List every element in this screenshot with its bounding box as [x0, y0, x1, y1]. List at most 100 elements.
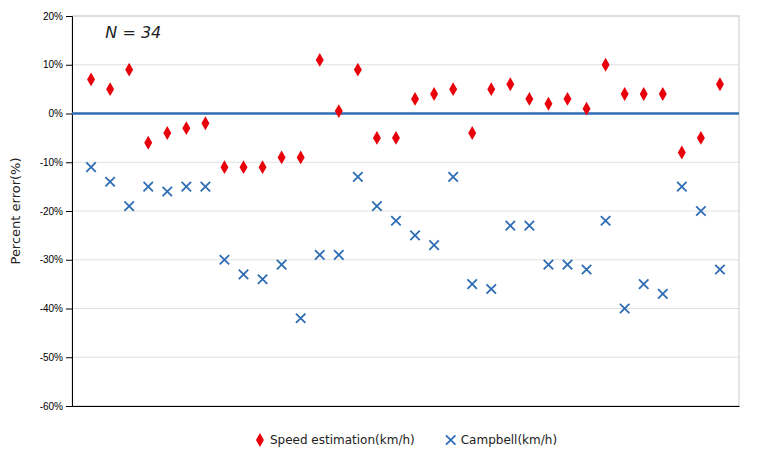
point: [487, 82, 495, 96]
point: [467, 279, 476, 288]
point: [468, 126, 476, 140]
grid-line: [72, 113, 739, 114]
point: [448, 172, 457, 181]
point: [640, 87, 648, 101]
point: [696, 206, 705, 215]
point: [87, 72, 95, 86]
tick-label: -60%: [40, 401, 63, 412]
point: [353, 172, 362, 181]
point: [601, 216, 610, 225]
grid: [72, 16, 739, 406]
point: [163, 126, 171, 140]
point: [86, 162, 95, 171]
point: [506, 221, 515, 230]
tick: 10%: [43, 59, 72, 70]
point: [602, 58, 610, 72]
point: [240, 160, 248, 174]
point: [220, 255, 229, 264]
series: [86, 162, 724, 323]
tick-label: 10%: [43, 59, 63, 70]
axis-domain: [66, 17, 73, 407]
point: [391, 216, 400, 225]
point: [430, 87, 438, 101]
axis-domain: [73, 406, 740, 407]
legend-label: Speed estimation(km/h): [270, 433, 415, 447]
tick-mark: [66, 260, 72, 261]
point: [201, 182, 210, 191]
legend-label: Campbell(km/h): [461, 433, 557, 447]
point: [315, 250, 324, 259]
point: [697, 131, 705, 145]
tick-label: -40%: [40, 303, 63, 314]
point: [334, 250, 343, 259]
point: [144, 136, 152, 150]
point: [316, 53, 324, 67]
point: [220, 160, 228, 174]
tick: -40%: [40, 303, 72, 314]
point: [621, 87, 629, 101]
point: [182, 121, 190, 135]
point: [411, 92, 419, 106]
point: [277, 260, 286, 269]
point: [658, 289, 667, 298]
point: [258, 275, 267, 284]
point: [487, 284, 496, 293]
tick-mark: [66, 357, 72, 358]
point: [163, 187, 172, 196]
point: [372, 201, 381, 210]
point: [296, 314, 305, 323]
tick-mark: [66, 16, 72, 17]
reference-line: [72, 112, 739, 115]
point: [564, 92, 572, 106]
point: [544, 97, 552, 111]
legend-item: Speed estimation(km/h): [256, 433, 415, 447]
point: [582, 265, 591, 274]
grid-line: [72, 211, 739, 212]
annotation: N = 34: [105, 23, 161, 42]
legend: Speed estimation(km/h) Campbell(km/h): [256, 433, 557, 447]
point: [182, 182, 191, 191]
y-axis: -60% -50% -40% -30% -20% -10% 0% 10% 20%: [40, 11, 73, 412]
grid-line: [72, 162, 739, 163]
point: [392, 131, 400, 145]
point: [716, 77, 724, 91]
point: [106, 82, 114, 96]
point: [354, 63, 362, 77]
tick: -50%: [40, 352, 72, 363]
tick-mark: [66, 309, 72, 310]
legend-marker: [446, 435, 455, 444]
tick: 20%: [43, 11, 72, 22]
tick: -10%: [40, 157, 72, 168]
point: [506, 77, 514, 91]
marks: [72, 53, 739, 323]
tick-mark: [66, 65, 72, 66]
point: [297, 150, 305, 164]
point: [278, 150, 286, 164]
tick-mark: [66, 162, 72, 163]
point: [373, 131, 381, 145]
point: [259, 160, 267, 174]
tick-label: 0%: [49, 108, 64, 119]
tick-label: -10%: [40, 157, 63, 168]
point: [563, 260, 572, 269]
point: [335, 104, 343, 118]
point: [410, 231, 419, 240]
point: [677, 182, 686, 191]
point: [525, 221, 534, 230]
plot: -60% -50% -40% -30% -20% -10% 0% 10% 20% Percent …: [8, 11, 740, 412]
tick: -20%: [40, 206, 72, 217]
tick-mark: [66, 211, 72, 212]
tick: -60%: [40, 401, 72, 412]
point: [449, 82, 457, 96]
tick-label: -30%: [40, 254, 63, 265]
legend-marker: [256, 433, 264, 447]
point: [715, 265, 724, 274]
grid-line: [72, 259, 739, 260]
point: [429, 240, 438, 249]
series: [87, 53, 724, 174]
y-axis-title: Percent error(%): [8, 157, 23, 264]
point: [124, 201, 133, 210]
plot-frame: [72, 16, 739, 406]
tick-label: -50%: [40, 352, 63, 363]
point: [659, 87, 667, 101]
